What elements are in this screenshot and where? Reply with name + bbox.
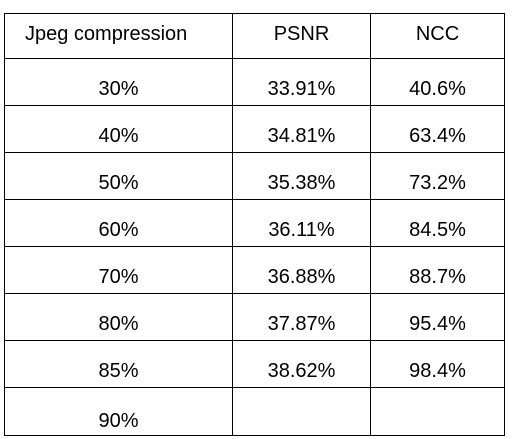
cell-ncc: 98.4% bbox=[370, 340, 505, 388]
cell-ncc: 63.4% bbox=[370, 105, 505, 153]
table-row: 30% 33.91% 40.6% bbox=[4, 58, 505, 106]
table-row: 60% 36.11% 84.5% bbox=[4, 199, 505, 247]
cell-psnr: 38.62% bbox=[232, 340, 371, 388]
table-header-row: Jpeg compression PSNR NCC bbox=[4, 13, 505, 59]
table-row: 70% 36.88% 88.7% bbox=[4, 246, 505, 294]
table-row: 50% 35.38% 73.2% bbox=[4, 152, 505, 200]
cell-psnr bbox=[232, 387, 371, 436]
table-row: 40% 34.81% 63.4% bbox=[4, 105, 505, 153]
cell-compression: 80% bbox=[4, 293, 233, 341]
cell-compression: 30% bbox=[4, 58, 233, 106]
table-row: 90% bbox=[4, 387, 505, 436]
header-jpeg-compression: Jpeg compression bbox=[4, 13, 233, 59]
header-ncc: NCC bbox=[370, 13, 505, 59]
cell-ncc: 88.7% bbox=[370, 246, 505, 294]
cell-psnr: 36.11% bbox=[232, 199, 371, 247]
cell-ncc: 95.4% bbox=[370, 293, 505, 341]
table-row: 80% 37.87% 95.4% bbox=[4, 293, 505, 341]
cell-ncc: 40.6% bbox=[370, 58, 505, 106]
cell-psnr: 36.88% bbox=[232, 246, 371, 294]
results-table: Jpeg compression PSNR NCC 30% 33.91% 40.… bbox=[4, 13, 505, 436]
cell-psnr: 34.81% bbox=[232, 105, 371, 153]
cell-psnr: 37.87% bbox=[232, 293, 371, 341]
cell-compression: 90% bbox=[4, 387, 233, 436]
cell-compression: 60% bbox=[4, 199, 233, 247]
cell-psnr: 33.91% bbox=[232, 58, 371, 106]
cell-compression: 40% bbox=[4, 105, 233, 153]
cell-psnr: 35.38% bbox=[232, 152, 371, 200]
cell-ncc: 84.5% bbox=[370, 199, 505, 247]
cell-compression: 50% bbox=[4, 152, 233, 200]
table-row: 85% 38.62% 98.4% bbox=[4, 340, 505, 388]
cell-compression: 70% bbox=[4, 246, 233, 294]
cell-compression: 85% bbox=[4, 340, 233, 388]
cell-ncc bbox=[370, 387, 505, 436]
header-psnr: PSNR bbox=[232, 13, 371, 59]
cell-ncc: 73.2% bbox=[370, 152, 505, 200]
